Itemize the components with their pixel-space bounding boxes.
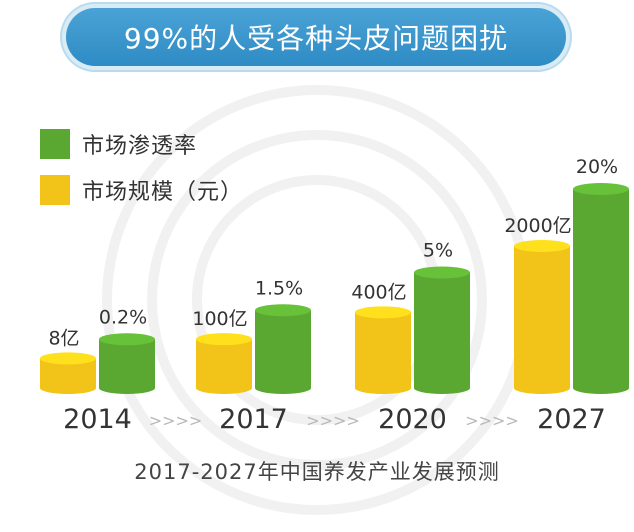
x-tick-label-2017: 2017 <box>219 404 288 435</box>
bar-penetration-2014 <box>99 333 155 394</box>
chart-caption: 2017-2027年中国养发产业发展预测 <box>134 460 500 484</box>
legend-item-market-size: 市场规模（元） <box>40 174 243 206</box>
year-separator-arrows: >>>> <box>306 411 360 430</box>
bar-market-size-2027-body <box>514 246 570 394</box>
x-tick-label-2027: 2027 <box>537 404 606 435</box>
bar-penetration-2027 <box>573 183 629 394</box>
data-label-market-size-2027: 2000亿 <box>504 215 571 237</box>
bar-penetration-2014-body <box>99 339 155 394</box>
legend-swatch-yellow <box>40 175 70 205</box>
bar-penetration-2027-body <box>573 189 629 394</box>
data-label-penetration-2014: 0.2% <box>99 306 147 328</box>
data-label-penetration-2027: 20% <box>576 156 618 178</box>
data-label-market-size-2020: 400亿 <box>351 281 406 303</box>
bar-market-size-2027-top <box>514 240 570 252</box>
data-label-market-size-2017: 100亿 <box>192 308 247 330</box>
bar-market-size-2017-top <box>196 333 252 346</box>
legend-item-penetration: 市场渗透率 <box>40 128 243 160</box>
bar-market-size-2027 <box>514 240 570 394</box>
bar-market-size-2020 <box>355 306 411 394</box>
x-tick-label-2014: 2014 <box>63 404 132 435</box>
legend-label: 市场渗透率 <box>82 134 198 159</box>
bar-market-size-2020-body <box>355 312 411 394</box>
bar-penetration-2014-top <box>99 333 155 346</box>
bar-market-size-2014-top <box>40 352 96 365</box>
data-label-penetration-2020: 5% <box>423 240 453 262</box>
data-label-penetration-2017: 1.5% <box>255 277 303 299</box>
bar-penetration-2017 <box>255 304 311 394</box>
bar-market-size-2014 <box>40 352 96 394</box>
x-tick-label-2020: 2020 <box>378 404 447 435</box>
bar-penetration-2017-top <box>255 304 311 317</box>
title-banner: 99%的人受各种头皮问题困扰 <box>66 8 566 66</box>
year-separator-arrows: >>>> <box>465 411 519 430</box>
bar-market-size-2017-body <box>196 339 252 394</box>
bar-penetration-2027-top <box>573 183 629 195</box>
bar-market-size-2020-top <box>355 306 411 319</box>
bar-penetration-2020-body <box>414 272 470 394</box>
legend: 市场渗透率 市场规模（元） <box>40 128 243 220</box>
page-title: 99%的人受各种头皮问题困扰 <box>123 22 509 55</box>
legend-label: 市场规模（元） <box>82 180 244 205</box>
bar-penetration-2020-top <box>414 266 470 279</box>
bar-market-size-2014-body <box>40 358 96 394</box>
legend-swatch-green <box>40 129 70 159</box>
bar-penetration-2017-body <box>255 310 311 394</box>
year-separator-arrows: >>>> <box>149 411 203 430</box>
bar-market-size-2017 <box>196 333 252 394</box>
data-label-market-size-2014: 8亿 <box>48 327 79 349</box>
bar-penetration-2020 <box>414 266 470 394</box>
